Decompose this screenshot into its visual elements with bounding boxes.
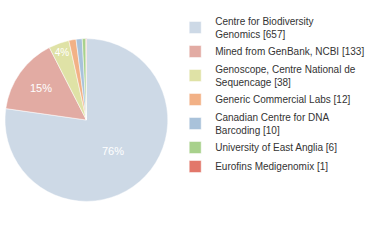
svg-text:Genoscope, Centre National deS: Genoscope, Centre National deSequencage …: [215, 64, 356, 88]
svg-text:4%: 4%: [55, 47, 70, 58]
svg-text:76%: 76%: [102, 145, 124, 157]
svg-text:15%: 15%: [30, 82, 52, 94]
svg-text:University of East Anglia [6]: University of East Anglia [6]: [215, 142, 337, 153]
svg-text:Eurofins Medigenomix [1]: Eurofins Medigenomix [1]: [215, 161, 328, 172]
svg-text:Centre for BiodiversityGenomic: Centre for BiodiversityGenomics [657]: [215, 16, 313, 40]
svg-text:Canadian Centre for DNABarcodi: Canadian Centre for DNABarcoding [10]: [215, 112, 329, 136]
svg-text:Generic Commercial Labs [12]: Generic Commercial Labs [12]: [215, 94, 350, 105]
svg-text:Mined from GenBank, NCBI [133]: Mined from GenBank, NCBI [133]: [215, 46, 364, 57]
